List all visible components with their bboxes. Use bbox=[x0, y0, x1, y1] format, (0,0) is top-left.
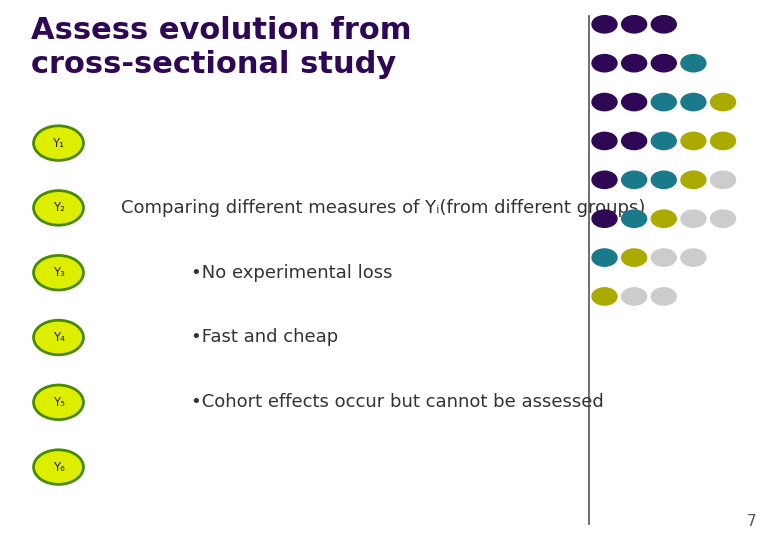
Text: Y₁: Y₁ bbox=[52, 137, 65, 150]
Circle shape bbox=[34, 450, 83, 484]
Text: Y₆: Y₆ bbox=[52, 461, 65, 474]
Circle shape bbox=[592, 55, 617, 72]
Circle shape bbox=[711, 132, 736, 150]
Text: •No experimental loss: •No experimental loss bbox=[191, 264, 392, 282]
Circle shape bbox=[681, 210, 706, 227]
Circle shape bbox=[592, 132, 617, 150]
Circle shape bbox=[681, 132, 706, 150]
Text: Y₃: Y₃ bbox=[52, 266, 65, 279]
Circle shape bbox=[651, 132, 676, 150]
Text: Y₅: Y₅ bbox=[52, 396, 65, 409]
Text: Y₂: Y₂ bbox=[52, 201, 65, 214]
Circle shape bbox=[651, 171, 676, 188]
Circle shape bbox=[34, 385, 83, 420]
Circle shape bbox=[592, 171, 617, 188]
Text: Y₄: Y₄ bbox=[52, 331, 65, 344]
Circle shape bbox=[711, 171, 736, 188]
Circle shape bbox=[711, 93, 736, 111]
Circle shape bbox=[622, 288, 647, 305]
Circle shape bbox=[34, 255, 83, 290]
Circle shape bbox=[681, 249, 706, 266]
Circle shape bbox=[622, 132, 647, 150]
Circle shape bbox=[711, 210, 736, 227]
Text: 7: 7 bbox=[747, 514, 757, 529]
Circle shape bbox=[651, 210, 676, 227]
Circle shape bbox=[651, 55, 676, 72]
Circle shape bbox=[651, 93, 676, 111]
Text: Comparing different measures of Yᵢ(from different groups): Comparing different measures of Yᵢ(from … bbox=[121, 199, 645, 217]
Circle shape bbox=[622, 210, 647, 227]
Circle shape bbox=[592, 93, 617, 111]
Circle shape bbox=[34, 191, 83, 225]
Circle shape bbox=[592, 210, 617, 227]
Circle shape bbox=[622, 93, 647, 111]
Circle shape bbox=[622, 16, 647, 33]
Circle shape bbox=[681, 171, 706, 188]
Circle shape bbox=[681, 93, 706, 111]
Circle shape bbox=[681, 55, 706, 72]
Circle shape bbox=[651, 288, 676, 305]
Circle shape bbox=[622, 171, 647, 188]
Circle shape bbox=[34, 126, 83, 160]
Circle shape bbox=[651, 16, 676, 33]
Text: •Cohort effects occur but cannot be assessed: •Cohort effects occur but cannot be asse… bbox=[191, 393, 604, 411]
Circle shape bbox=[592, 16, 617, 33]
Circle shape bbox=[592, 288, 617, 305]
Circle shape bbox=[34, 320, 83, 355]
Circle shape bbox=[651, 249, 676, 266]
Circle shape bbox=[592, 249, 617, 266]
Text: Assess evolution from
cross-sectional study: Assess evolution from cross-sectional st… bbox=[31, 16, 412, 79]
Circle shape bbox=[622, 55, 647, 72]
Circle shape bbox=[622, 249, 647, 266]
Text: •Fast and cheap: •Fast and cheap bbox=[191, 328, 339, 347]
